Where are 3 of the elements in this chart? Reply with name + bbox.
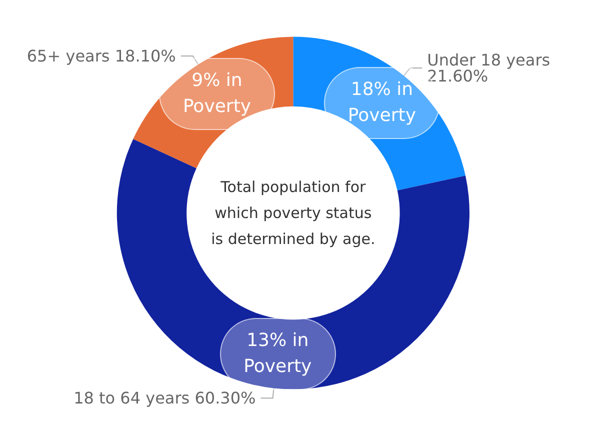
slice-label: 18 to 64 years 60.30%: [74, 388, 256, 408]
text: Total population for which poverty status is determined by age.: [210, 177, 376, 250]
callout-bubble: 13% in Poverty: [220, 318, 336, 390]
